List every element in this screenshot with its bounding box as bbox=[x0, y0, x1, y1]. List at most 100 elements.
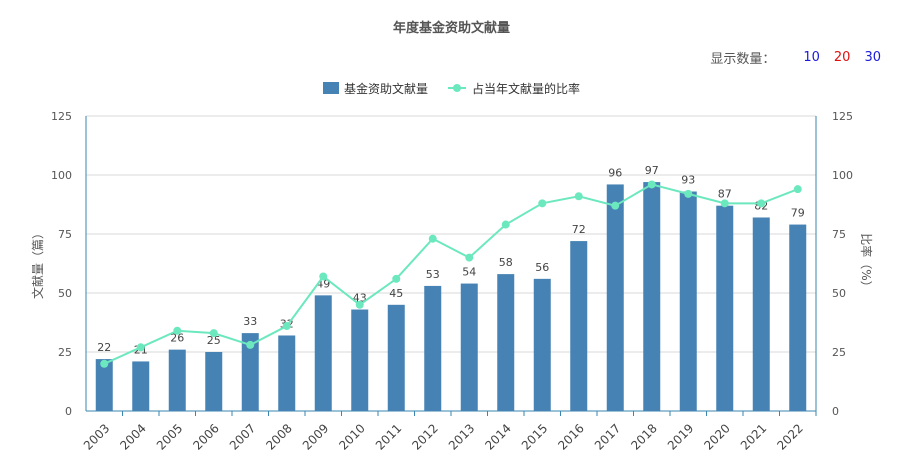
display-count-label: 显示数量： bbox=[710, 52, 776, 67]
bar[interactable] bbox=[533, 278, 551, 411]
bar[interactable] bbox=[679, 191, 697, 411]
display-count-option-10[interactable]: 10 bbox=[803, 50, 820, 65]
line-point[interactable] bbox=[647, 180, 656, 189]
line-point[interactable] bbox=[574, 192, 583, 201]
bar[interactable] bbox=[132, 361, 150, 411]
bar[interactable] bbox=[789, 224, 807, 411]
bar[interactable] bbox=[497, 274, 515, 411]
bar-value-label: 26 bbox=[170, 332, 184, 345]
bar-value-label: 54 bbox=[462, 266, 476, 279]
y-right-tick-label: 100 bbox=[832, 169, 853, 182]
y-axis-left-title: 文献量（篇） bbox=[30, 227, 45, 299]
bar[interactable] bbox=[95, 359, 113, 411]
bar-series bbox=[95, 182, 807, 411]
line-point[interactable] bbox=[282, 322, 291, 331]
y-right-tick-label: 125 bbox=[832, 110, 853, 123]
gridlines bbox=[86, 115, 816, 353]
x-tick-label: 2009 bbox=[300, 421, 331, 452]
line-point[interactable] bbox=[538, 199, 547, 208]
x-tick-label: 2019 bbox=[665, 421, 696, 452]
line-point[interactable] bbox=[319, 272, 328, 281]
bar-value-label: 33 bbox=[243, 315, 257, 328]
bar-value-label: 79 bbox=[791, 207, 805, 220]
x-tick-label: 2021 bbox=[738, 421, 769, 452]
display-count-option-20[interactable]: 20 bbox=[833, 50, 851, 65]
bar-value-label: 22 bbox=[97, 341, 111, 354]
y-right-tick-label: 25 bbox=[832, 346, 846, 359]
legend-line-label[interactable]: 占当年文献量的比率 bbox=[472, 81, 580, 96]
y-right-tick-label: 50 bbox=[832, 287, 846, 300]
line-point[interactable] bbox=[209, 329, 218, 338]
x-tick-label: 2014 bbox=[482, 421, 513, 452]
line-point[interactable] bbox=[720, 199, 729, 208]
bar[interactable] bbox=[278, 335, 296, 411]
ratio-line bbox=[103, 183, 799, 365]
line-point[interactable] bbox=[136, 343, 145, 352]
bar[interactable] bbox=[752, 217, 770, 411]
line-point[interactable] bbox=[465, 253, 474, 262]
y-left-tick-label: 100 bbox=[51, 169, 72, 182]
display-count-selector: 显示数量： 10 20 30 bbox=[710, 48, 881, 67]
bar-value-label: 45 bbox=[389, 287, 403, 300]
chart-title: 年度基金资助文献量 bbox=[392, 21, 510, 36]
x-tick-label: 2008 bbox=[263, 421, 294, 452]
line-point[interactable] bbox=[793, 185, 802, 194]
x-tick-label: 2011 bbox=[373, 421, 404, 452]
line-point[interactable] bbox=[611, 201, 620, 210]
bar[interactable] bbox=[351, 309, 369, 411]
bar[interactable] bbox=[460, 283, 478, 411]
y-right-tick-label: 0 bbox=[832, 405, 839, 418]
bar[interactable] bbox=[716, 205, 734, 411]
bar-value-label: 72 bbox=[572, 223, 586, 236]
display-count-option-30[interactable]: 30 bbox=[864, 50, 881, 65]
y-left-tick-label: 75 bbox=[58, 228, 72, 241]
line-point[interactable] bbox=[501, 220, 510, 229]
legend[interactable]: 基金资助文献量 占当年文献量的比率 bbox=[323, 81, 580, 96]
bar[interactable] bbox=[314, 295, 332, 411]
bar-value-label: 25 bbox=[207, 334, 221, 347]
bar[interactable] bbox=[168, 349, 186, 411]
bar[interactable] bbox=[424, 285, 442, 411]
y-right-tick-label: 75 bbox=[832, 228, 846, 241]
line-point[interactable] bbox=[392, 274, 401, 283]
bar-value-label: 96 bbox=[608, 166, 622, 179]
y-axis-right-title: 比率（%） bbox=[859, 233, 874, 292]
axes bbox=[85, 116, 817, 412]
bar[interactable] bbox=[205, 352, 223, 411]
line-point[interactable] bbox=[173, 326, 182, 335]
line-point[interactable] bbox=[757, 199, 766, 208]
bar[interactable] bbox=[387, 304, 405, 411]
x-axis-ticks: 2003 2004 2005 2006 2007 2008 2009 2010 2011 2012… bbox=[81, 411, 817, 453]
y-axis-ticks: 0 0 25 25 50 50 75 75 100 100 125 125 bbox=[51, 110, 853, 418]
line-point[interactable] bbox=[684, 189, 693, 198]
y-left-tick-label: 0 bbox=[65, 405, 72, 418]
bar-value-label: 58 bbox=[499, 256, 513, 269]
bar[interactable] bbox=[643, 182, 661, 411]
x-tick-label: 2012 bbox=[409, 421, 440, 452]
line-point[interactable] bbox=[100, 359, 109, 368]
bar[interactable] bbox=[241, 333, 259, 411]
bar-value-label: 87 bbox=[718, 188, 732, 201]
bar-value-label: 93 bbox=[681, 174, 695, 187]
x-tick-label: 2016 bbox=[555, 421, 586, 452]
line-point[interactable] bbox=[428, 234, 437, 243]
line-series bbox=[100, 180, 802, 368]
bar[interactable] bbox=[606, 184, 624, 411]
y-left-tick-label: 25 bbox=[58, 346, 72, 359]
x-tick-label: 2017 bbox=[592, 421, 623, 452]
bar-value-label: 97 bbox=[645, 164, 659, 177]
legend-line-marker bbox=[453, 84, 461, 92]
x-tick-label: 2007 bbox=[227, 421, 258, 452]
line-point[interactable] bbox=[355, 300, 364, 309]
y-left-tick-label: 125 bbox=[51, 110, 72, 123]
x-tick-label: 2022 bbox=[774, 421, 805, 452]
x-tick-label: 2020 bbox=[701, 421, 732, 452]
x-tick-label: 2018 bbox=[628, 421, 659, 452]
legend-bar-label[interactable]: 基金资助文献量 bbox=[344, 81, 428, 96]
line-point[interactable] bbox=[246, 340, 255, 349]
bar-value-label: 53 bbox=[426, 268, 440, 281]
x-tick-label: 2013 bbox=[446, 421, 477, 452]
bar-value-label: 56 bbox=[535, 261, 549, 274]
bar[interactable] bbox=[570, 241, 588, 411]
